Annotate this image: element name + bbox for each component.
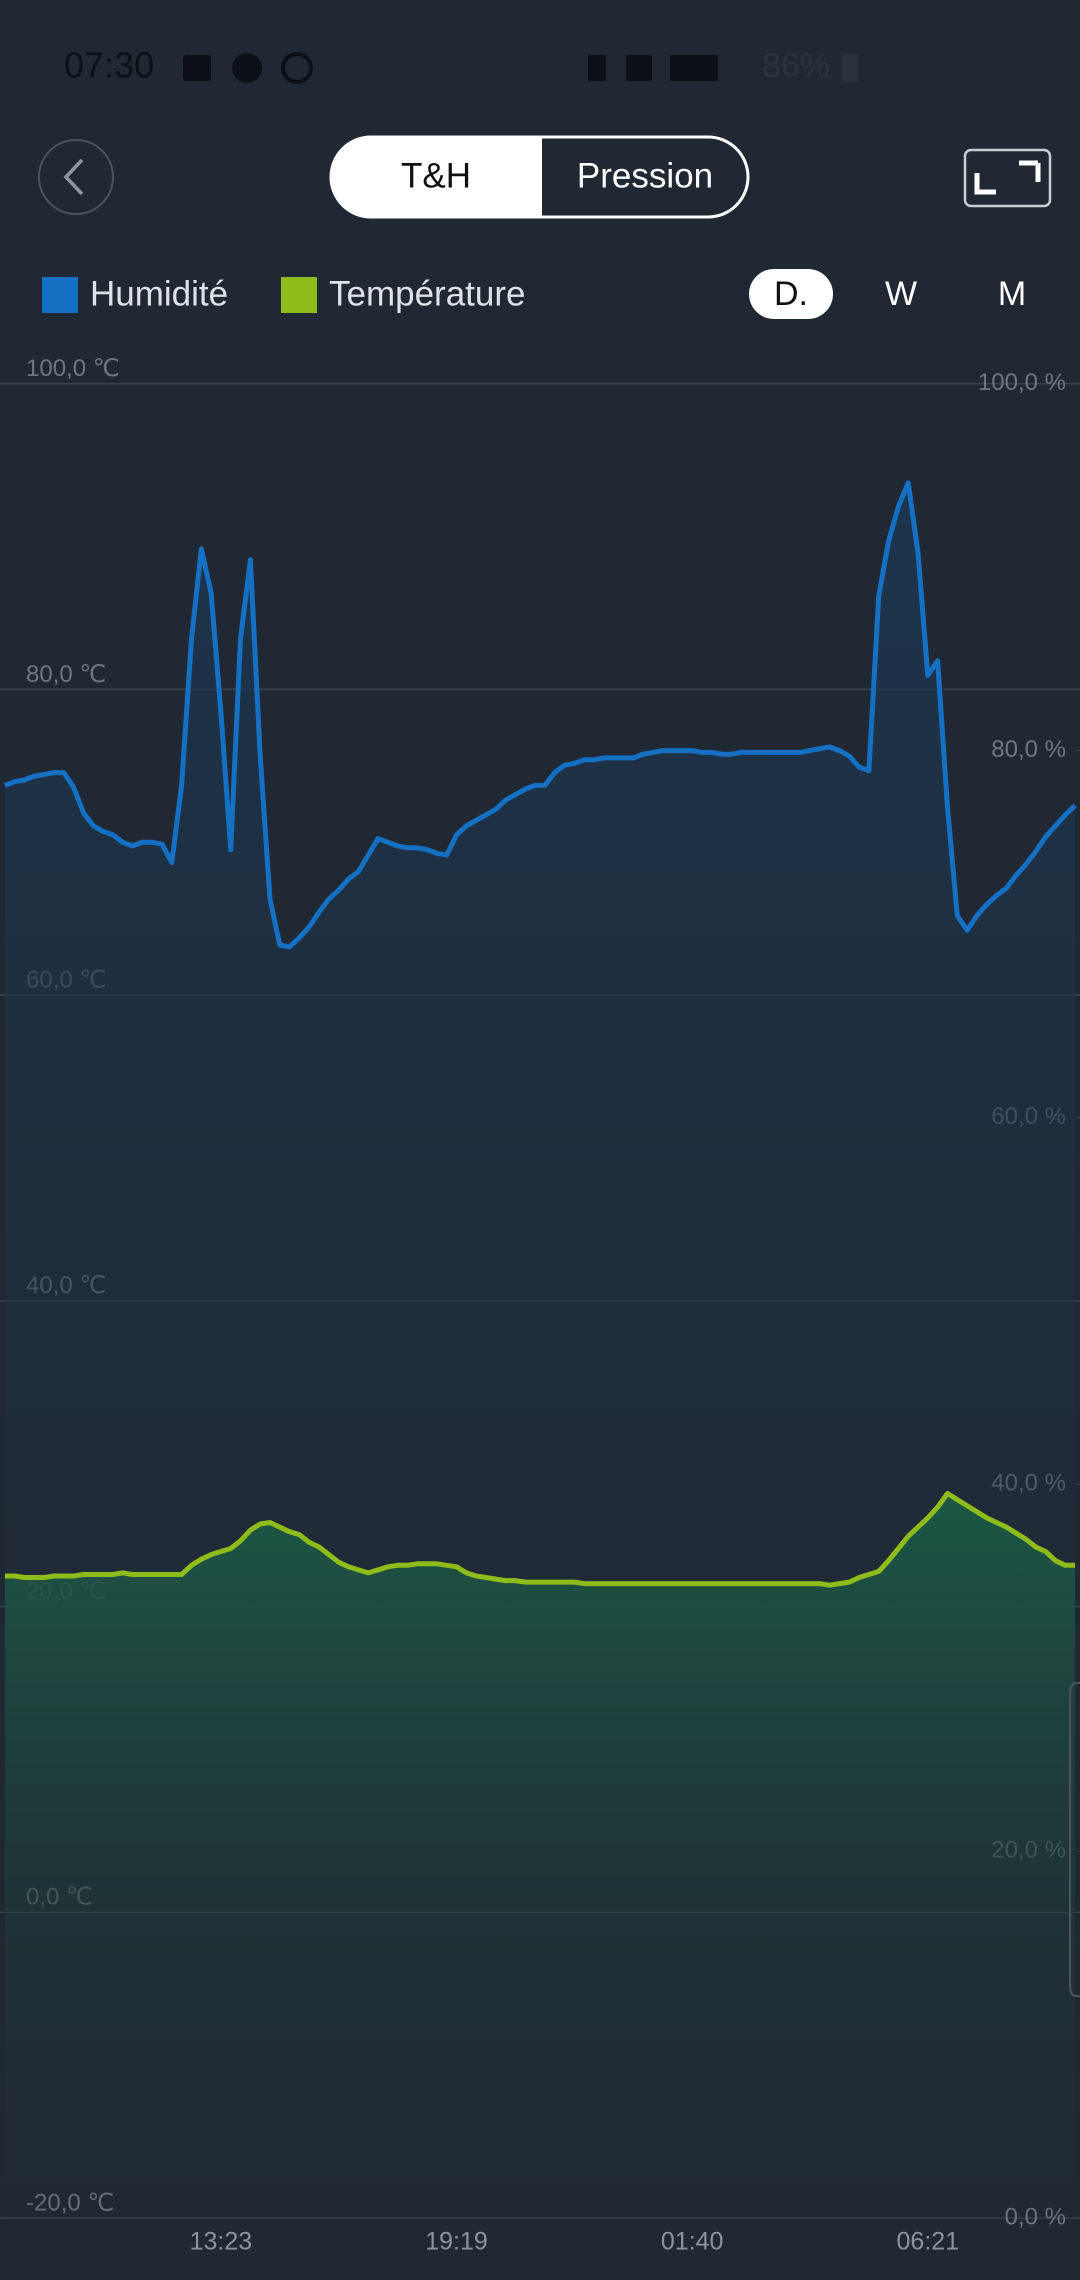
battery-icon — [842, 54, 858, 82]
tab-th[interactable]: T&H — [401, 156, 471, 195]
y-tick-label: 100,0 ℃ — [26, 355, 120, 382]
period-selected-bg — [749, 269, 833, 319]
status-time: 07:30 — [64, 45, 154, 86]
x-tick-label: 19:19 — [425, 2228, 488, 2256]
legend-swatch — [281, 277, 317, 313]
series-line — [4, 480, 1077, 950]
period-day[interactable]: D. — [774, 275, 808, 313]
legend-swatch — [42, 277, 78, 313]
messenger-icon — [232, 53, 262, 83]
dnd-icon — [281, 52, 313, 84]
back-button[interactable] — [38, 139, 114, 215]
x-tick-label: 01:40 — [661, 2228, 724, 2256]
fullscreen-button[interactable] — [963, 148, 1052, 208]
y2-tick-label: 100,0 % — [978, 369, 1066, 396]
area-fill — [4, 1493, 1076, 2218]
legend-label: Humidité — [90, 274, 228, 313]
tab-selected-bg — [331, 137, 542, 217]
tab-pression[interactable]: Pression — [577, 156, 713, 195]
status-bar: 07:30 86% — [64, 45, 858, 86]
scroll-handle[interactable] — [1069, 1682, 1080, 1997]
gallery-icon — [183, 55, 211, 81]
signal-icon — [670, 55, 718, 81]
battery-text: 86% — [762, 47, 830, 85]
mute-icon — [626, 55, 652, 81]
y-tick-label: 80,0 ℃ — [26, 661, 106, 688]
x-tick-label: 06:21 — [897, 2228, 960, 2256]
period-week[interactable]: W — [885, 275, 917, 313]
series-line — [4, 1491, 1076, 1588]
bluetooth-icon — [588, 55, 606, 81]
back-arrow — [63, 158, 84, 196]
legend: Humidité Température — [42, 274, 525, 313]
x-tick-label: 13:23 — [190, 2228, 253, 2256]
y2-tick-label: 80,0 % — [991, 736, 1066, 763]
period-month[interactable]: M — [998, 275, 1026, 313]
legend-label: Température — [329, 274, 525, 313]
plot: -20,0 ℃0,0 ℃20,0 ℃40,0 ℃60,0 ℃80,0 ℃100,… — [0, 355, 1080, 2256]
fullscreen-icon — [974, 160, 1041, 195]
